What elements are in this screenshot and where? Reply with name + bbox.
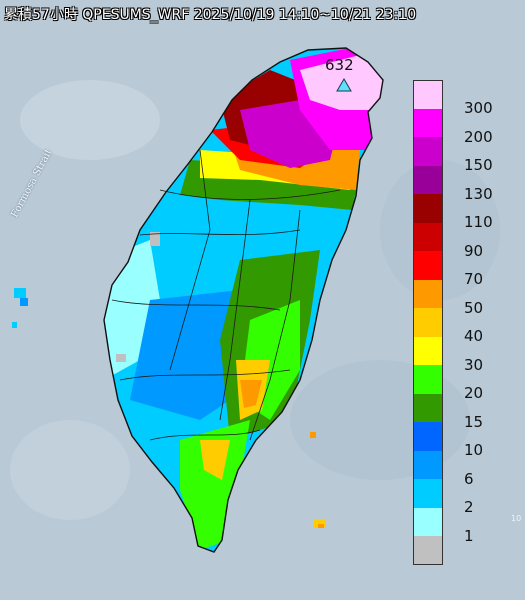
legend-swatch <box>413 536 443 565</box>
legend-swatch <box>413 507 443 536</box>
edge-label: 10 <box>511 514 522 523</box>
rain-zone-orange-east <box>240 380 262 408</box>
legend-swatch <box>413 80 443 109</box>
legend-label: 2 <box>464 498 474 517</box>
legend-label: 30 <box>464 355 484 374</box>
legend-label: 15 <box>464 412 484 431</box>
max-value-label: 632 <box>325 56 354 74</box>
no-data-cell <box>150 232 160 246</box>
legend-row: 30 <box>413 336 523 374</box>
legend-swatch <box>413 194 443 223</box>
legend-label: 70 <box>464 270 484 289</box>
legend-row: 2 <box>413 479 523 516</box>
county-boundaries <box>111 149 341 441</box>
max-point-triangle-icon <box>336 78 352 92</box>
legend-row: 50 <box>413 279 523 317</box>
legend-swatch <box>413 308 443 337</box>
legend-swatch <box>413 108 443 137</box>
legend-swatch <box>413 393 443 422</box>
legend-row: 110 <box>413 194 523 231</box>
legend-row: 15 <box>413 393 523 431</box>
legend-label: 20 <box>464 384 484 403</box>
legend-label: 50 <box>464 298 484 317</box>
legend-row: 1 <box>413 507 523 545</box>
legend-label: 110 <box>464 213 493 232</box>
legend-swatch <box>413 279 443 308</box>
map-title: 累積57小時 QPESUMS_WRF 2025/10/19 14:10~10/2… <box>4 7 417 23</box>
legend-swatch <box>413 222 443 251</box>
no-data-cell <box>116 354 126 362</box>
legend-row: 70 <box>413 251 523 288</box>
legend-row: 300 <box>413 80 523 117</box>
legend-row: 40 <box>413 308 523 345</box>
legend-label: 200 <box>464 127 493 146</box>
legend-row: 10 <box>413 422 523 459</box>
taiwan-outline <box>103 47 384 553</box>
legend-swatch <box>413 137 443 166</box>
legend-swatch <box>413 251 443 280</box>
legend-swatch <box>413 365 443 394</box>
legend-row: 90 <box>413 222 523 260</box>
legend-label: 1 <box>464 526 474 545</box>
legend-label: 130 <box>464 184 493 203</box>
legend-row: 6 <box>413 450 523 488</box>
cloud-texture <box>10 80 500 520</box>
legend-swatch <box>413 479 443 508</box>
legend-row: 20 <box>413 365 523 402</box>
offshore-rain-cells <box>12 288 326 528</box>
legend-swatch <box>413 422 443 451</box>
legend-label: 300 <box>464 99 493 118</box>
legend-label: 90 <box>464 241 484 260</box>
legend-swatch <box>413 450 443 479</box>
legend-row <box>413 536 523 565</box>
legend-label: 40 <box>464 327 484 346</box>
rain-zone-south-yellow <box>200 440 230 480</box>
legend-row: 200 <box>413 108 523 146</box>
legend-row: 130 <box>413 165 523 203</box>
legend-swatch <box>413 336 443 365</box>
legend-swatch <box>413 165 443 194</box>
rainfall-legend: 300 200 150 130 110 90 70 50 40 30 20 15 10 6 2 1 <box>413 80 523 565</box>
legend-label: 10 <box>464 441 484 460</box>
legend-label: 6 <box>464 469 474 488</box>
legend-row: 150 <box>413 137 523 174</box>
legend-label: 150 <box>464 156 493 175</box>
